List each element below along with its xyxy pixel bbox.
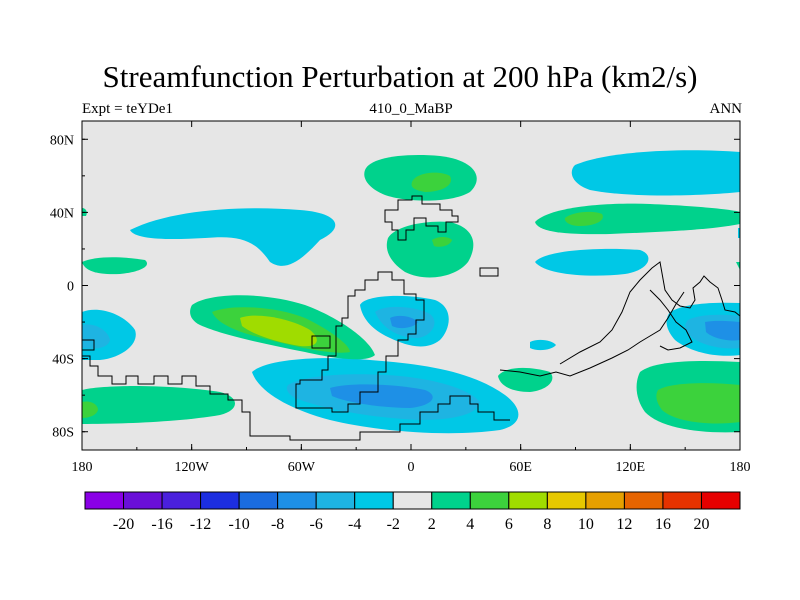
colorbar-swatch: [315, 491, 356, 510]
y-tick-label: 80S: [52, 426, 74, 441]
y-tick-label: 40N: [50, 206, 74, 221]
coast-west: [82, 355, 510, 441]
y-tick-label: 0: [67, 280, 74, 295]
contour-neg6-s-subpolar: [330, 384, 433, 408]
coast-southeast: [649, 289, 693, 351]
x-tick-label: 180: [730, 460, 751, 475]
contour-pos-e-tiny: [736, 262, 740, 270]
contour-neg4-sw: [82, 324, 110, 349]
contour-pos4-n-mid: [564, 211, 603, 226]
contour-pos6-s-subtrop: [240, 315, 317, 347]
coastlines: [82, 195, 740, 441]
plot-title: Streamfunction Perturbation at 200 hPa (…: [102, 59, 698, 94]
colorbar-label: -8: [271, 516, 284, 533]
contour-fills: [82, 150, 740, 434]
colorbar-swatch: [546, 491, 587, 510]
contour-neg-nw: [130, 208, 336, 266]
colorbar-label: -16: [151, 516, 172, 533]
colorbar-swatch: [623, 491, 664, 510]
coast-left-rim: [82, 339, 95, 351]
contour-pos4-se: [656, 383, 740, 424]
colorbar-swatch: [123, 491, 163, 510]
colorbar-swatch: [662, 491, 702, 510]
colorbar-swatch: [238, 491, 279, 510]
colorbar-swatch: [585, 491, 625, 510]
colorbar-swatch: [354, 491, 394, 510]
contour-neg-ne-mid: [535, 248, 649, 276]
season-label: ANN: [709, 101, 743, 117]
colorbar-swatch: [84, 491, 125, 510]
colorbar-label: 16: [655, 516, 671, 533]
contour-pos-n-sub: [386, 221, 474, 278]
contour-neg-ne-high: [571, 150, 740, 196]
x-tick-label: 60E: [509, 460, 532, 475]
contour-pos-s-midlat-small: [498, 367, 553, 392]
x-tick-label: 120E: [616, 460, 646, 475]
coast-south-small: [311, 335, 331, 349]
colorbar-swatch: [508, 491, 548, 510]
y-tick-label: 80N: [50, 133, 74, 148]
colorbar-swatch: [161, 491, 202, 510]
colorbar-swatch: [392, 491, 433, 510]
coast-north-main: [384, 195, 459, 241]
experiment-label: Expt = teYDe1: [82, 101, 173, 117]
x-tick-label: 180: [72, 460, 93, 475]
colorbar-label: -4: [348, 516, 361, 533]
colorbar-label: 12: [616, 516, 632, 533]
colorbar-label: 8: [543, 516, 551, 533]
contour-pos4-n-sub: [432, 237, 452, 247]
contour-pos4-sw: [82, 401, 98, 418]
contour-neg-s-small: [530, 339, 556, 351]
colorbar-label: -12: [190, 516, 211, 533]
colorbar-label: -20: [113, 516, 134, 533]
colorbar-label: -6: [310, 516, 323, 533]
contour-neg6-se: [705, 320, 740, 341]
x-tick-label: 60W: [288, 460, 316, 475]
colorbar-swatch: [700, 491, 741, 510]
colorbar-swatch: [431, 491, 471, 510]
period-label: 410_0_MaBP: [369, 101, 453, 117]
colorbar-swatch: [277, 491, 317, 510]
colorbar-label: 2: [428, 516, 436, 533]
contour-pos-n-mid: [535, 203, 740, 235]
colorbar-label: -2: [387, 516, 400, 533]
colorbar-label: 6: [505, 516, 513, 533]
colorbar-label: -10: [228, 516, 249, 533]
axis-ticks: 180 120W 60W 0 60E 120E 180 80N 40N 0 40S 80S: [50, 121, 751, 475]
coast-east-band: [559, 261, 740, 365]
colorbar-swatch: [469, 491, 510, 510]
x-tick-label: 120W: [175, 460, 210, 475]
coast-south-main: [295, 271, 425, 413]
coast-east-isl: [479, 267, 499, 277]
x-tick-label: 0: [408, 460, 415, 475]
contour-pos4-n-high: [411, 172, 451, 192]
colorbar-label: 10: [578, 516, 594, 533]
colorbar: -20 -16 -12 -10 -8 -6 -4 -2 2 4 6 8 10 12 16 20: [84, 491, 741, 533]
colorbar-label: 4: [466, 516, 474, 533]
contour-pos-w-small: [82, 257, 148, 275]
contour-pos-sw: [82, 386, 235, 424]
coast-east-band-lower: [499, 291, 685, 377]
colorbar-swatch: [200, 491, 240, 510]
contour-neg6-s-subtrop: [390, 315, 418, 329]
colorbar-label: 20: [693, 516, 709, 533]
y-tick-label: 40S: [52, 353, 74, 368]
